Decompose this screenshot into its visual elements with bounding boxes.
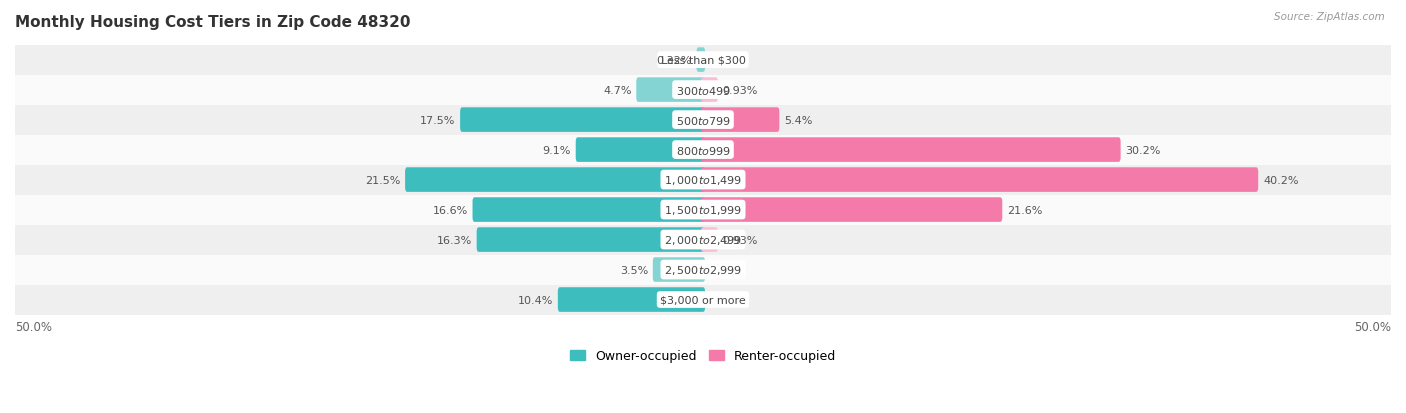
- FancyBboxPatch shape: [15, 135, 1391, 165]
- FancyBboxPatch shape: [15, 105, 1391, 135]
- Text: $800 to $999: $800 to $999: [675, 144, 731, 156]
- FancyBboxPatch shape: [15, 195, 1391, 225]
- Text: $1,500 to $1,999: $1,500 to $1,999: [664, 204, 742, 216]
- FancyBboxPatch shape: [15, 255, 1391, 285]
- Text: $300 to $499: $300 to $499: [675, 84, 731, 96]
- FancyBboxPatch shape: [702, 78, 718, 103]
- Text: 16.6%: 16.6%: [433, 205, 468, 215]
- Text: 16.3%: 16.3%: [437, 235, 472, 245]
- FancyBboxPatch shape: [558, 287, 704, 312]
- Text: $2,500 to $2,999: $2,500 to $2,999: [664, 263, 742, 276]
- FancyBboxPatch shape: [696, 48, 704, 73]
- FancyBboxPatch shape: [15, 165, 1391, 195]
- FancyBboxPatch shape: [477, 228, 704, 252]
- Text: 0.32%: 0.32%: [657, 55, 692, 65]
- FancyBboxPatch shape: [702, 138, 1121, 162]
- Text: 50.0%: 50.0%: [15, 320, 52, 333]
- FancyBboxPatch shape: [15, 225, 1391, 255]
- Text: $3,000 or more: $3,000 or more: [661, 295, 745, 305]
- Text: 0.93%: 0.93%: [723, 235, 758, 245]
- FancyBboxPatch shape: [702, 108, 779, 133]
- Text: 21.5%: 21.5%: [366, 175, 401, 185]
- Text: 21.6%: 21.6%: [1007, 205, 1042, 215]
- FancyBboxPatch shape: [405, 168, 704, 192]
- FancyBboxPatch shape: [702, 228, 718, 252]
- Text: 5.4%: 5.4%: [785, 115, 813, 125]
- FancyBboxPatch shape: [637, 78, 704, 103]
- FancyBboxPatch shape: [15, 45, 1391, 76]
- Text: $1,000 to $1,499: $1,000 to $1,499: [664, 173, 742, 187]
- Text: 10.4%: 10.4%: [517, 295, 553, 305]
- Text: 30.2%: 30.2%: [1125, 145, 1161, 155]
- FancyBboxPatch shape: [460, 108, 704, 133]
- Text: 50.0%: 50.0%: [1354, 320, 1391, 333]
- Text: $500 to $799: $500 to $799: [675, 114, 731, 126]
- Text: 9.1%: 9.1%: [543, 145, 571, 155]
- FancyBboxPatch shape: [15, 76, 1391, 105]
- FancyBboxPatch shape: [15, 285, 1391, 315]
- Legend: Owner-occupied, Renter-occupied: Owner-occupied, Renter-occupied: [565, 344, 841, 367]
- Text: 17.5%: 17.5%: [420, 115, 456, 125]
- Text: 3.5%: 3.5%: [620, 265, 648, 275]
- Text: Source: ZipAtlas.com: Source: ZipAtlas.com: [1274, 12, 1385, 22]
- FancyBboxPatch shape: [702, 198, 1002, 222]
- FancyBboxPatch shape: [702, 168, 1258, 192]
- Text: $2,000 to $2,499: $2,000 to $2,499: [664, 233, 742, 247]
- FancyBboxPatch shape: [472, 198, 704, 222]
- Text: 40.2%: 40.2%: [1263, 175, 1299, 185]
- Text: 0.93%: 0.93%: [723, 85, 758, 95]
- Text: Monthly Housing Cost Tiers in Zip Code 48320: Monthly Housing Cost Tiers in Zip Code 4…: [15, 15, 411, 30]
- Text: Less than $300: Less than $300: [661, 55, 745, 65]
- Text: 4.7%: 4.7%: [603, 85, 631, 95]
- FancyBboxPatch shape: [652, 258, 704, 282]
- FancyBboxPatch shape: [575, 138, 704, 162]
